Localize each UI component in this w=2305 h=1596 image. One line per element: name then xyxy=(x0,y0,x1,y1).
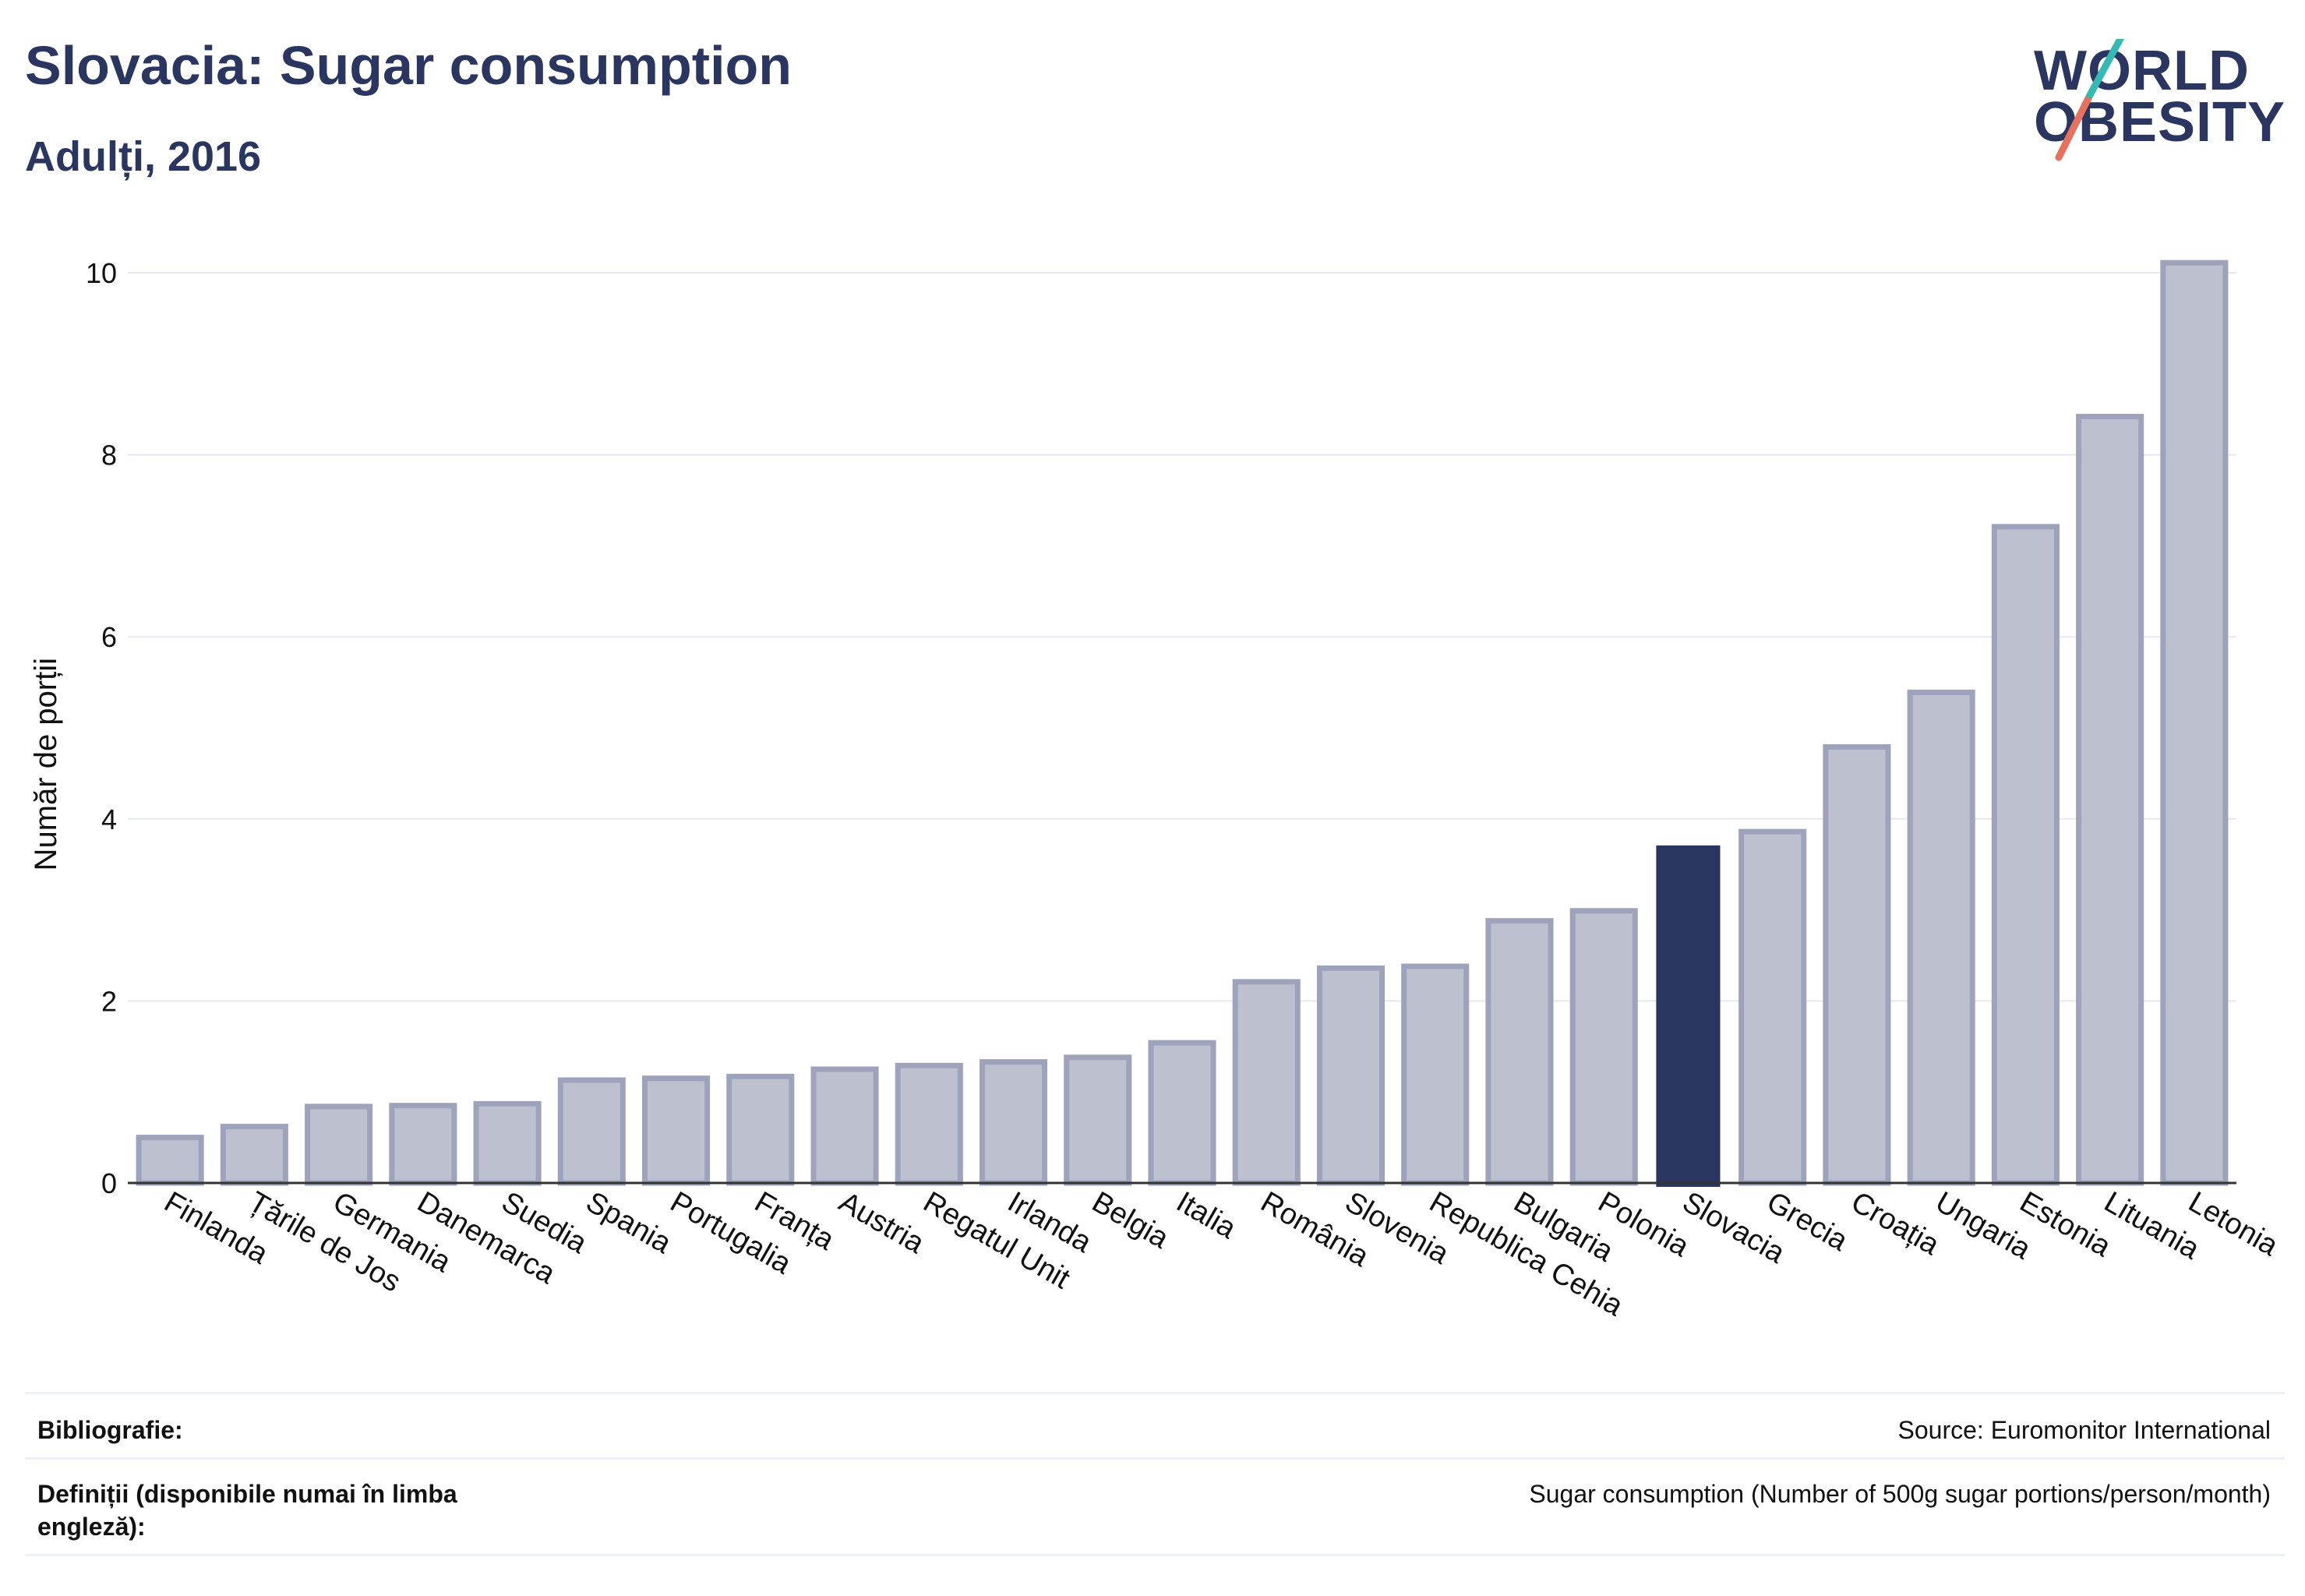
bar-irlanda xyxy=(979,1059,1048,1186)
bar-danemarca xyxy=(389,1103,457,1186)
x-tick-label: Austria xyxy=(834,1185,930,1260)
bar-bulgaria xyxy=(1485,918,1554,1186)
bar-românia xyxy=(1232,979,1301,1186)
definitions-value: Sugar consumption (Number of 500g sugar … xyxy=(1529,1480,2271,1508)
bar-portugalia xyxy=(642,1075,711,1186)
bar-regatul-unit xyxy=(895,1062,963,1186)
bar-lituania xyxy=(2076,414,2144,1186)
bar-finlanda xyxy=(136,1135,204,1186)
bar-grecia xyxy=(1738,828,1807,1186)
x-tick-label: Italia xyxy=(1171,1185,1242,1245)
chart-title: Slovacia: Sugar consumption xyxy=(25,35,792,96)
y-tick-label: 6 xyxy=(101,621,117,653)
bar-austria xyxy=(810,1066,879,1186)
x-tick-label: Lituania xyxy=(2099,1185,2205,1266)
bar-suedia xyxy=(473,1100,542,1186)
bar-germania xyxy=(305,1103,373,1186)
y-tick-label: 8 xyxy=(101,440,117,471)
x-tick-label: Estonia xyxy=(2014,1185,2117,1263)
y-tick-label: 10 xyxy=(86,257,117,289)
bar-estonia xyxy=(1991,524,2060,1186)
definitions-label: Definiții (disponibile numai în limba en… xyxy=(37,1480,457,1541)
bar-letonia xyxy=(2160,260,2229,1186)
bibliography-value: Source: Euromonitor International xyxy=(1897,1416,2271,1444)
bar-republica-cehia xyxy=(1401,963,1470,1186)
logo-slash-icon xyxy=(2055,39,2125,161)
y-tick-label: 0 xyxy=(101,1167,117,1199)
bar-țările-de-jos xyxy=(220,1124,288,1186)
bars xyxy=(136,260,2229,1187)
x-tick-label: Ungaria xyxy=(1930,1185,2037,1266)
bar-polonia xyxy=(1569,908,1638,1186)
bar-spania xyxy=(557,1077,626,1186)
bar-slovenia xyxy=(1316,965,1385,1186)
x-tick-label: Belgia xyxy=(1086,1185,1174,1255)
x-tick-label: Spania xyxy=(581,1185,677,1260)
y-axis-ticks: 0 2 4 6 8 10 xyxy=(86,257,117,1199)
bar-franța xyxy=(726,1073,795,1186)
logo-line-world: WORLD xyxy=(2034,40,2250,102)
bibliography-label: Bibliografie: xyxy=(37,1416,183,1444)
y-axis-label: Număr de porții xyxy=(29,658,63,870)
world-obesity-logo: WORLD OBESITY xyxy=(2034,39,2285,171)
bar-belgia xyxy=(1064,1054,1132,1186)
x-tick-label: Croația xyxy=(1845,1185,1945,1262)
bar-ungaria xyxy=(1907,689,1975,1186)
y-tick-label: 4 xyxy=(101,803,117,835)
bar-italia xyxy=(1148,1040,1216,1186)
footer-divider-top xyxy=(25,1392,2285,1394)
footer-divider-middle xyxy=(25,1457,2285,1460)
bar-slovacia xyxy=(1656,845,1721,1187)
y-tick-label: 2 xyxy=(101,985,117,1017)
chart-subtitle: Adulți, 2016 xyxy=(25,133,262,180)
x-tick-label: Letonia xyxy=(2183,1185,2284,1262)
bar-croația xyxy=(1823,744,1891,1186)
footer-divider-bottom xyxy=(25,1554,2285,1556)
